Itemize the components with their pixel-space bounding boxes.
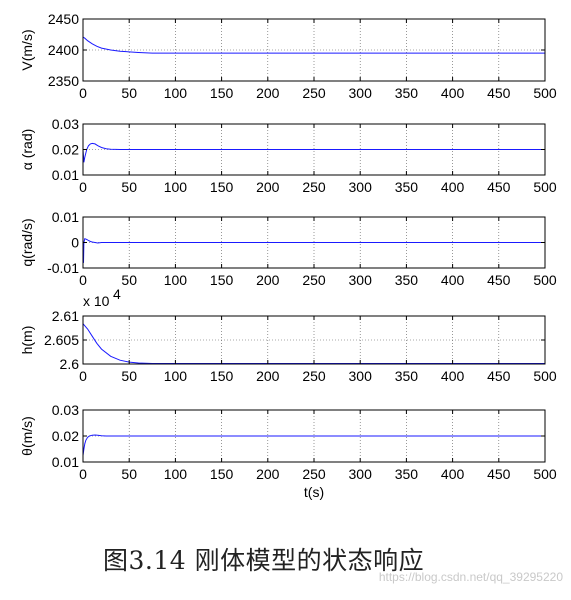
y-axis-label: θ(m/s) [19,416,35,456]
x-tick-label: 500 [533,368,557,384]
x-tick-label: 0 [79,272,87,288]
y-tick-label: 0 [71,235,79,251]
x-tick-label: 200 [256,368,280,384]
y-tick-label: 2.61 [52,308,79,324]
x-tick-label: 450 [487,179,511,195]
x-tick-label: 0 [79,466,87,482]
x-tick-label: 400 [441,272,465,288]
x-tick-label: 150 [210,85,234,101]
x-tick-label: 500 [533,85,557,101]
x-tick-label: 50 [121,272,137,288]
x-tick-label: 0 [79,179,87,195]
x-tick-label: 300 [349,272,373,288]
y-tick-label: 0.02 [52,142,79,158]
subplot-1: 0 50 100 150 200 250 300 350 400 450 500 2350 2400 24… [19,11,557,101]
x-tick-label: 50 [121,179,137,195]
subplot-4: 0 50 100 150 200 250 300 350 400 450 500 2.6 2.605 2.… [19,286,557,384]
state-response-figure: 0 50 100 150 200 250 300 350 400 450 5002350240024… [19,11,557,500]
x-tick-label: 400 [441,368,465,384]
x-tick-label: 250 [302,272,326,288]
y-tick-label: 0.01 [52,209,79,225]
x-tick-label: 350 [395,179,419,195]
y-tick-label: 0.03 [52,116,79,132]
y-tick-label: 2.605 [44,332,79,348]
x-tick-label: 50 [121,368,137,384]
x-tick-label: 200 [256,466,280,482]
y-tick-label: 2.6 [60,356,80,372]
x-tick-label: 350 [395,368,419,384]
series-line [82,434,545,456]
x-tick-label: 150 [210,272,234,288]
x-tick-label: 150 [210,368,234,384]
x-tick-label: 250 [302,466,326,482]
x-tick-label: 0 [79,368,87,384]
y-tick-label: 0.03 [52,402,79,418]
axis-multiplier: x 10 [83,293,110,309]
x-tick-label: 250 [302,368,326,384]
y-tick-label: -0.01 [47,260,79,276]
y-tick-label: 0.01 [52,454,79,470]
x-tick-label: 300 [349,85,373,101]
x-tick-label: 200 [256,272,280,288]
x-tick-label: 500 [533,272,557,288]
axis-multiplier-exponent: 4 [113,286,121,302]
subplot-5: 0 50 100 150 200 250 300 350 400 450 500 0.01 0.02 0.… [19,402,557,500]
series-line [82,36,545,54]
x-tick-label: 100 [164,272,188,288]
x-tick-label: 450 [487,368,511,384]
y-tick-label: 2350 [48,73,79,89]
x-tick-label: 400 [441,179,465,195]
x-tick-label: 450 [487,466,511,482]
x-tick-label: 50 [121,466,137,482]
x-tick-label: 0 [79,85,87,101]
watermark: https://blog.csdn.net/qq_39295220 [378,570,563,584]
y-tick-label: 2400 [48,42,79,58]
x-tick-label: 100 [164,466,188,482]
x-tick-label: 350 [395,85,419,101]
x-tick-label: 400 [441,466,465,482]
x-tick-label: 200 [256,85,280,101]
series-line [82,238,545,263]
y-tick-label: 0.02 [52,428,79,444]
x-tick-label: 100 [164,179,188,195]
x-tick-label: 500 [533,466,557,482]
x-tick-label: 300 [349,466,373,482]
x-axis-label: t(s) [304,484,324,500]
subplot-3: 0 50 100 150 200 250 300 350 400 450 500-0.0100.01… [19,209,557,288]
x-tick-label: 300 [349,368,373,384]
x-tick-label: 450 [487,85,511,101]
x-tick-label: 250 [302,179,326,195]
x-tick-label: 450 [487,272,511,288]
x-tick-label: 350 [395,466,419,482]
y-axis-label: q(rad/s) [19,218,35,266]
x-tick-label: 150 [210,179,234,195]
y-axis-label: V(m/s) [19,29,35,70]
series-line [82,142,545,163]
y-tick-label: 0.01 [52,167,79,183]
x-tick-label: 350 [395,272,419,288]
y-axis-label: α (rad) [19,129,35,171]
x-tick-label: 200 [256,179,280,195]
subplot-2: 0 50 100 150 200 250 300 350 400 450 500 0.01 0.02 0.… [19,116,557,195]
y-tick-label: 2450 [48,11,79,27]
x-tick-label: 150 [210,466,234,482]
x-tick-label: 300 [349,179,373,195]
x-tick-label: 50 [121,85,137,101]
figure-caption: 图3.14 刚体模型的状态响应 [103,546,425,575]
x-tick-label: 100 [164,85,188,101]
x-tick-label: 100 [164,368,188,384]
y-axis-label: h(m) [19,326,35,355]
x-tick-label: 250 [302,85,326,101]
x-tick-label: 500 [533,179,557,195]
x-tick-label: 400 [441,85,465,101]
